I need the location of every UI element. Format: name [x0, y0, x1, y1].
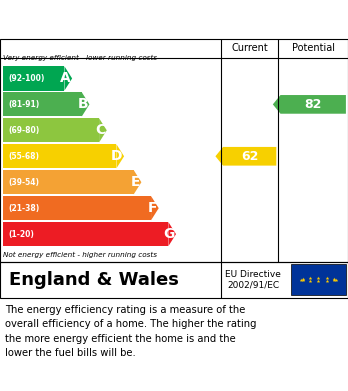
Bar	[3, 196, 151, 220]
Text: EU Directive
2002/91/EC: EU Directive 2002/91/EC	[225, 269, 281, 290]
Polygon shape	[151, 196, 159, 220]
Text: England & Wales: England & Wales	[9, 271, 179, 289]
Polygon shape	[82, 92, 89, 117]
Text: (69-80): (69-80)	[8, 126, 39, 135]
Bar	[3, 66, 64, 90]
Bar	[3, 170, 134, 194]
Text: G: G	[163, 227, 175, 241]
Text: F: F	[148, 201, 157, 215]
Text: The energy efficiency rating is a measure of the
overall efficiency of a home. T: The energy efficiency rating is a measur…	[5, 305, 257, 358]
Text: Potential: Potential	[292, 43, 335, 53]
Text: B: B	[77, 97, 88, 111]
Bar	[3, 118, 99, 142]
Polygon shape	[273, 95, 346, 114]
Text: (39-54): (39-54)	[8, 178, 39, 187]
Polygon shape	[168, 222, 176, 246]
Text: Very energy efficient - lower running costs: Very energy efficient - lower running co…	[3, 55, 158, 61]
Bar	[291, 264, 346, 295]
Bar	[3, 144, 117, 169]
Text: Energy Efficiency Rating: Energy Efficiency Rating	[10, 14, 232, 29]
Text: 82: 82	[304, 98, 322, 111]
Text: A: A	[60, 72, 71, 85]
Text: (81-91): (81-91)	[8, 100, 39, 109]
Polygon shape	[117, 144, 124, 169]
Text: C: C	[95, 123, 105, 137]
Text: E: E	[130, 175, 140, 189]
Polygon shape	[64, 66, 72, 90]
Bar	[3, 222, 168, 246]
Text: Not energy efficient - higher running costs: Not energy efficient - higher running co…	[3, 252, 158, 258]
Text: Current: Current	[231, 43, 268, 53]
Polygon shape	[99, 118, 107, 142]
Text: (1-20): (1-20)	[8, 230, 34, 239]
Text: D: D	[111, 149, 123, 163]
Polygon shape	[134, 170, 141, 194]
Text: 62: 62	[241, 150, 258, 163]
Bar	[3, 92, 82, 117]
Text: (21-38): (21-38)	[8, 204, 39, 213]
Polygon shape	[215, 147, 276, 166]
Text: (55-68): (55-68)	[8, 152, 39, 161]
Text: (92-100): (92-100)	[8, 74, 45, 83]
